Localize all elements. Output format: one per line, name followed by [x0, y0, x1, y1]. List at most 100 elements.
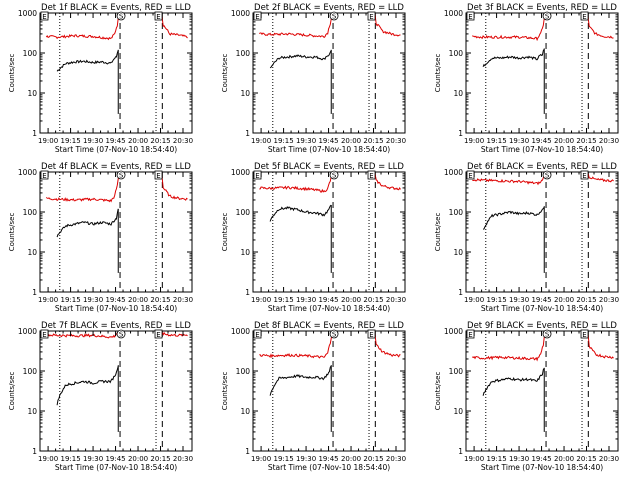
- marker-label-s: S: [332, 13, 337, 21]
- x-axis-label: Start Time (07-Nov-10 18:54:40): [55, 463, 177, 472]
- lld-series-line: [160, 13, 188, 39]
- y-tick-label: 10: [453, 248, 463, 257]
- lld-series-line: [45, 13, 121, 41]
- marker-box: [154, 170, 163, 180]
- x-tick-label: 20:30: [599, 296, 619, 304]
- y-tick-label: 10: [453, 407, 463, 416]
- y-tick-label: 1000: [18, 168, 37, 177]
- x-tick-label: 19:00: [464, 137, 484, 145]
- x-tick-label: 19:30: [296, 296, 316, 304]
- panel-title: Det 2f BLACK = Events, RED = LLD: [254, 3, 404, 13]
- y-tick-label: 1000: [444, 168, 463, 177]
- x-tick-label: 20:30: [173, 296, 193, 304]
- x-tick-label: 20:15: [576, 455, 596, 463]
- x-tick-label: 20:00: [341, 137, 361, 145]
- y-tick-label: 100: [236, 208, 251, 217]
- lld-series-line: [45, 331, 120, 339]
- x-tick-label: 19:15: [486, 455, 506, 463]
- y-tick-label: 1: [32, 288, 37, 297]
- plot-frame: [252, 171, 406, 293]
- marker-circle: [116, 11, 126, 21]
- lld-series-line: [471, 331, 547, 362]
- y-axis-label: Counts/sec: [434, 54, 442, 93]
- marker-box: [253, 11, 262, 21]
- events-series-line: [56, 208, 119, 238]
- marker-label-e-end: E: [156, 172, 160, 180]
- y-tick-label: 10: [240, 89, 250, 98]
- y-tick-label: 1: [245, 288, 250, 297]
- y-axis-label: Counts/sec: [434, 372, 442, 411]
- marker-circle: [329, 329, 339, 339]
- marker-label-e-end: E: [369, 331, 373, 339]
- marker-label-s: S: [332, 331, 337, 339]
- lld-series-line: [160, 172, 188, 201]
- y-tick-label: 1: [458, 288, 463, 297]
- y-tick-label: 100: [236, 367, 251, 376]
- marker-circle: [329, 11, 339, 21]
- x-tick-label: 20:00: [554, 455, 574, 463]
- x-tick-label: 19:45: [105, 296, 125, 304]
- events-series-line: [56, 50, 119, 72]
- plot-frame: [465, 171, 619, 293]
- x-tick-label: 19:30: [296, 137, 316, 145]
- x-tick-label: 20:00: [341, 296, 361, 304]
- marker-label-s: S: [119, 172, 124, 180]
- marker-box: [253, 170, 262, 180]
- x-tick-label: 19:00: [38, 296, 58, 304]
- detector-panel-8: Det 8f BLACK = Events, RED = LLD 1 10 100 10…: [221, 321, 406, 472]
- marker-box: [580, 170, 589, 180]
- y-tick-label: 10: [240, 248, 250, 257]
- lld-series-line: [586, 13, 614, 39]
- y-axis-label: Counts/sec: [434, 213, 442, 252]
- x-tick-label: 20:15: [150, 296, 170, 304]
- marker-box: [154, 11, 163, 21]
- x-tick-label: 19:00: [464, 455, 484, 463]
- y-tick-label: 100: [23, 49, 38, 58]
- plot-frame: [252, 12, 406, 134]
- lld-series-line: [259, 172, 334, 193]
- x-axis-label: Start Time (07-Nov-10 18:54:40): [268, 463, 390, 472]
- marker-circle: [542, 11, 552, 21]
- events-series-line: [56, 366, 119, 406]
- x-tick-label: 20:15: [363, 296, 383, 304]
- y-tick-label: 1: [32, 447, 37, 456]
- events-series-line: [269, 365, 332, 396]
- x-tick-label: 20:15: [576, 137, 596, 145]
- panel-title: Det 9f BLACK = Events, RED = LLD: [467, 321, 617, 331]
- x-tick-label: 19:15: [273, 296, 293, 304]
- marker-label-e-end: E: [582, 331, 586, 339]
- lld-series-line: [374, 13, 401, 37]
- plot-frame: [252, 330, 406, 452]
- x-tick-label: 19:15: [60, 455, 80, 463]
- marker-label-s: S: [545, 331, 550, 339]
- marker-circle: [542, 170, 552, 180]
- marker-box: [367, 170, 376, 180]
- panel-title: Det 3f BLACK = Events, RED = LLD: [467, 3, 617, 13]
- y-axis-label: Counts/sec: [8, 213, 16, 252]
- x-tick-label: 19:45: [531, 296, 551, 304]
- x-tick-label: 19:45: [531, 137, 551, 145]
- x-tick-label: 19:45: [318, 137, 338, 145]
- marker-label-e-end: E: [156, 13, 160, 21]
- x-axis-label: Start Time (07-Nov-10 18:54:40): [268, 145, 390, 154]
- x-axis-label: Start Time (07-Nov-10 18:54:40): [268, 304, 390, 313]
- panel-title: Det 6f BLACK = Events, RED = LLD: [467, 162, 617, 172]
- marker-label-e-start: E: [42, 172, 46, 180]
- x-tick-label: 20:30: [599, 455, 619, 463]
- x-tick-label: 19:30: [83, 455, 103, 463]
- x-tick-label: 19:15: [60, 296, 80, 304]
- x-tick-label: 19:00: [251, 296, 271, 304]
- y-tick-label: 1: [458, 129, 463, 138]
- detector-panel-7: Det 7f BLACK = Events, RED = LLD 1 10 100 10…: [8, 321, 193, 472]
- x-tick-label: 20:15: [150, 455, 170, 463]
- x-axis-label: Start Time (07-Nov-10 18:54:40): [55, 145, 177, 154]
- marker-circle: [116, 329, 126, 339]
- detector-panel-2: Det 2f BLACK = Events, RED = LLD 1 10 100 10…: [221, 3, 406, 154]
- marker-box: [40, 11, 49, 21]
- y-axis-label: Counts/sec: [221, 372, 229, 411]
- y-tick-label: 1: [32, 129, 37, 138]
- x-tick-label: 20:15: [363, 137, 383, 145]
- marker-label-e-end: E: [369, 13, 373, 21]
- x-axis-label: Start Time (07-Nov-10 18:54:40): [55, 304, 177, 313]
- x-tick-label: 19:45: [318, 455, 338, 463]
